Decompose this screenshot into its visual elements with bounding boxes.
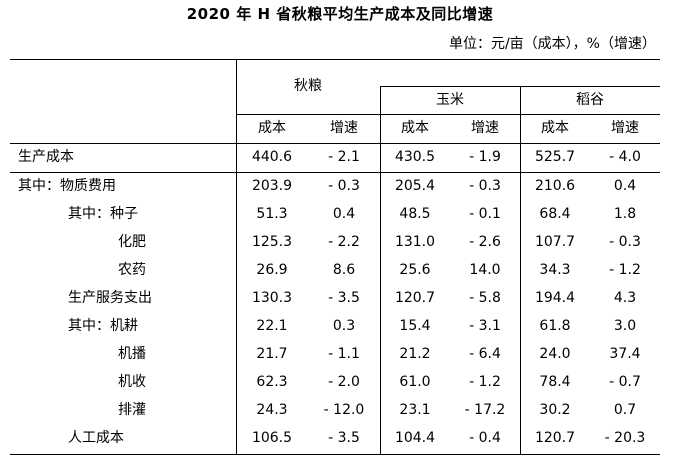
value-cell: 120.7 — [534, 430, 576, 446]
row-label: 人工成本 — [68, 430, 124, 446]
table-title: 2020 年 H 省秋粮平均生产成本及同比增速 — [186, 5, 494, 23]
value-cell: - 3.5 — [328, 430, 360, 446]
value-cell: 525.7 — [534, 149, 576, 165]
subheader-corn-cost: 成本 — [401, 120, 429, 136]
value-cell: 51.3 — [256, 206, 288, 222]
header-corn: 玉米 — [436, 92, 464, 108]
header-bottom-rule — [10, 143, 660, 144]
header-rice: 稻谷 — [576, 92, 604, 108]
value-cell: 62.3 — [256, 374, 288, 390]
subheader-rice-growth: 增速 — [611, 120, 639, 136]
value-cell: 125.3 — [251, 234, 293, 250]
value-cell: - 2.0 — [328, 374, 360, 390]
value-cell: - 2.1 — [328, 149, 360, 165]
value-cell: 210.6 — [534, 178, 576, 194]
value-cell: 22.1 — [256, 318, 288, 334]
value-cell: 0.3 — [332, 318, 356, 334]
value-cell: 205.4 — [394, 178, 436, 194]
row-label: 化肥 — [118, 234, 146, 250]
value-cell: - 0.3 — [609, 234, 641, 250]
value-cell: - 4.0 — [609, 149, 641, 165]
value-cell: - 5.8 — [469, 290, 501, 306]
value-cell: 24.0 — [539, 346, 571, 362]
row-label: 农药 — [118, 262, 146, 278]
total-row-rule — [10, 172, 660, 173]
value-cell: 68.4 — [539, 206, 571, 222]
value-cell: 23.1 — [399, 402, 431, 418]
value-cell: 61.0 — [399, 374, 431, 390]
row-label: 其中：种子 — [68, 206, 138, 222]
value-cell: - 6.4 — [469, 346, 501, 362]
value-cell: - 2.2 — [328, 234, 360, 250]
value-cell: - 20.3 — [604, 430, 646, 446]
row-label: 机播 — [118, 346, 146, 362]
value-cell: 8.6 — [332, 262, 356, 278]
value-cell: - 3.1 — [469, 318, 501, 334]
subheader-total-growth: 增速 — [330, 120, 358, 136]
value-cell: - 0.7 — [609, 374, 641, 390]
value-cell: 0.4 — [613, 178, 637, 194]
value-cell: 1.8 — [613, 206, 637, 222]
value-cell: - 0.1 — [469, 206, 501, 222]
value-cell: - 0.4 — [469, 430, 501, 446]
row-label: 其中：机耕 — [68, 318, 138, 334]
subheader-rule — [236, 114, 660, 115]
top-rule — [10, 59, 660, 60]
value-cell: 78.4 — [539, 374, 571, 390]
value-cell: 120.7 — [394, 290, 436, 306]
subheader-corn-growth: 增速 — [471, 120, 499, 136]
value-cell: - 17.2 — [464, 402, 506, 418]
value-cell: 26.9 — [256, 262, 288, 278]
value-cell: 203.9 — [251, 178, 293, 194]
value-cell: 24.3 — [256, 402, 288, 418]
value-cell: 106.5 — [251, 430, 293, 446]
value-cell: - 1.2 — [609, 262, 641, 278]
value-cell: 21.2 — [399, 346, 431, 362]
value-cell: 15.4 — [399, 318, 431, 334]
value-cell: 21.7 — [256, 346, 288, 362]
value-cell: - 1.9 — [469, 149, 501, 165]
header-autumn-grain: 秋粮 — [294, 78, 322, 94]
column-divider-label — [236, 59, 237, 454]
row-label: 机收 — [118, 374, 146, 390]
value-cell: 440.6 — [251, 149, 293, 165]
bottom-rule — [10, 454, 660, 455]
value-cell: 104.4 — [394, 430, 436, 446]
value-cell: - 1.2 — [469, 374, 501, 390]
value-cell: - 3.5 — [328, 290, 360, 306]
value-cell: 0.4 — [332, 206, 356, 222]
value-cell: 0.7 — [613, 402, 637, 418]
value-cell: - 12.0 — [323, 402, 365, 418]
value-cell: - 0.3 — [328, 178, 360, 194]
value-cell: 37.4 — [609, 346, 641, 362]
value-cell: 130.3 — [251, 290, 293, 306]
value-cell: 48.5 — [399, 206, 431, 222]
value-cell: - 2.6 — [469, 234, 501, 250]
value-cell: 14.0 — [469, 262, 501, 278]
value-cell: 3.0 — [613, 318, 637, 334]
column-divider-rice — [520, 86, 521, 454]
unit-note: 单位：元/亩（成本），%（增速） — [448, 36, 656, 52]
value-cell: 131.0 — [394, 234, 436, 250]
value-cell: 25.6 — [399, 262, 431, 278]
subheader-rice-cost: 成本 — [541, 120, 569, 136]
value-cell: 194.4 — [534, 290, 576, 306]
value-cell: 107.7 — [534, 234, 576, 250]
row-label: 生产成本 — [18, 149, 74, 165]
row-label: 排灌 — [118, 402, 146, 418]
value-cell: 30.2 — [539, 402, 571, 418]
column-divider-corn — [380, 86, 381, 454]
row-label: 生产服务支出 — [68, 290, 152, 306]
value-cell: 430.5 — [394, 149, 436, 165]
subheader-total-cost: 成本 — [258, 120, 286, 136]
value-cell: - 0.3 — [469, 178, 501, 194]
row-label: 其中：物质费用 — [18, 178, 116, 194]
value-cell: - 1.1 — [328, 346, 360, 362]
value-cell: 61.8 — [539, 318, 571, 334]
value-cell: 34.3 — [539, 262, 571, 278]
value-cell: 4.3 — [613, 290, 637, 306]
